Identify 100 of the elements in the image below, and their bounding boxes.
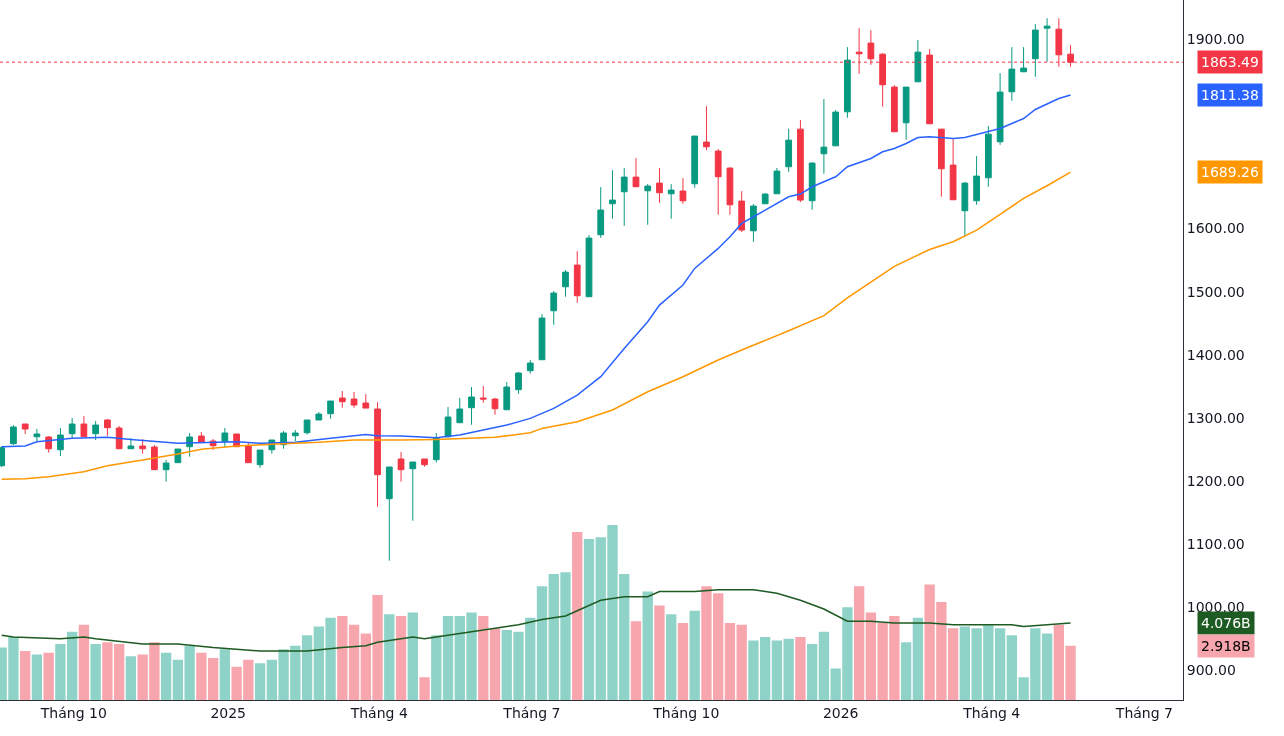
candlestick <box>174 448 182 464</box>
candlestick <box>444 406 452 438</box>
bar <box>125 656 137 700</box>
line-series <box>0 94 1072 448</box>
candlestick <box>432 432 440 464</box>
candlestick <box>1031 23 1039 78</box>
candlestick <box>726 166 734 216</box>
candlestick <box>139 438 147 455</box>
text: 4.076B <box>1201 615 1251 631</box>
candlestick <box>1008 46 1016 102</box>
candlestick <box>808 161 816 211</box>
text: 1811.38 <box>1201 87 1259 103</box>
candlestick <box>92 420 100 441</box>
candlestick <box>526 359 534 375</box>
candlestick <box>984 125 992 188</box>
candlestick <box>479 385 487 404</box>
bar <box>431 635 442 700</box>
x-tick-label: Tháng 7 <box>502 704 561 721</box>
candlestick <box>667 183 675 220</box>
bar <box>912 617 924 700</box>
candlestick <box>961 181 969 238</box>
candlestick <box>127 437 135 450</box>
candlestick <box>421 458 428 468</box>
x-tick-label: Tháng 4 <box>962 704 1021 721</box>
bar <box>900 642 912 700</box>
bar <box>337 616 348 700</box>
candlestick <box>820 98 828 175</box>
y-tick-label: 900.00 <box>1186 662 1236 679</box>
bar <box>160 652 172 700</box>
candlestick <box>315 411 323 421</box>
x-tick-label: Tháng 10 <box>39 704 107 721</box>
candlestick <box>691 135 699 189</box>
candlestick <box>1020 46 1027 73</box>
candlestick <box>221 427 229 448</box>
candlestick <box>162 459 170 483</box>
bar <box>536 586 548 700</box>
candlestick <box>515 371 522 395</box>
bar <box>583 539 595 700</box>
candlestick <box>104 418 111 437</box>
bar <box>419 677 430 700</box>
bar <box>407 612 418 700</box>
bar <box>78 624 90 700</box>
candlestick <box>0 445 6 468</box>
candlestick <box>397 451 405 483</box>
bar <box>395 616 407 700</box>
bar <box>442 616 454 700</box>
candlestick <box>797 119 804 203</box>
candlestick <box>151 444 158 471</box>
bar <box>771 640 783 700</box>
candlestick <box>703 105 710 151</box>
candlestick <box>844 46 851 119</box>
bar <box>795 637 806 700</box>
x-tick-label: Tháng 7 <box>1114 704 1173 721</box>
candlestick <box>362 393 370 409</box>
bar <box>384 614 395 700</box>
candlestick <box>750 203 757 243</box>
bar <box>90 644 101 700</box>
candlestick <box>679 177 687 205</box>
ref-line-label: 1863.49 <box>1201 54 1259 70</box>
candlestick <box>33 428 41 442</box>
candlestick <box>609 169 616 220</box>
candlestick <box>256 449 264 469</box>
candlestick <box>456 397 464 424</box>
candlestick <box>597 186 605 239</box>
y-tick-label: 1000.00 <box>1186 599 1245 616</box>
candlestick <box>656 167 663 204</box>
candlestick <box>632 157 640 188</box>
candlestick <box>714 148 722 216</box>
bar <box>478 616 489 700</box>
candlestick <box>68 417 76 439</box>
bar <box>43 652 54 700</box>
candlestick <box>973 155 980 206</box>
candlestick <box>338 390 346 409</box>
candlestick <box>538 313 546 361</box>
bar <box>806 644 818 700</box>
candlestick <box>409 461 417 522</box>
candlestick <box>620 167 628 227</box>
y-tick-label: 1900.00 <box>1186 31 1245 48</box>
candlestick <box>21 423 29 435</box>
candlestick <box>503 381 511 411</box>
candlestick <box>374 401 381 508</box>
bar <box>666 614 677 700</box>
candlestick <box>585 234 593 298</box>
candlestick <box>303 419 311 436</box>
candlestick <box>115 425 123 450</box>
candlestick <box>937 128 945 198</box>
candlestick <box>785 128 793 173</box>
y-tick-label: 1300.00 <box>1186 409 1245 426</box>
candlestick <box>949 138 957 201</box>
y-tick-label: 1400.00 <box>1186 346 1245 363</box>
candlestick <box>197 431 205 444</box>
bar <box>724 623 736 700</box>
candlestick <box>761 192 769 205</box>
candlestick <box>914 39 922 83</box>
bar <box>736 624 747 700</box>
text: 2.918B <box>1201 638 1251 654</box>
candlestick <box>385 466 393 562</box>
bar <box>654 605 665 700</box>
bar <box>689 610 700 700</box>
candlestick <box>10 424 17 446</box>
